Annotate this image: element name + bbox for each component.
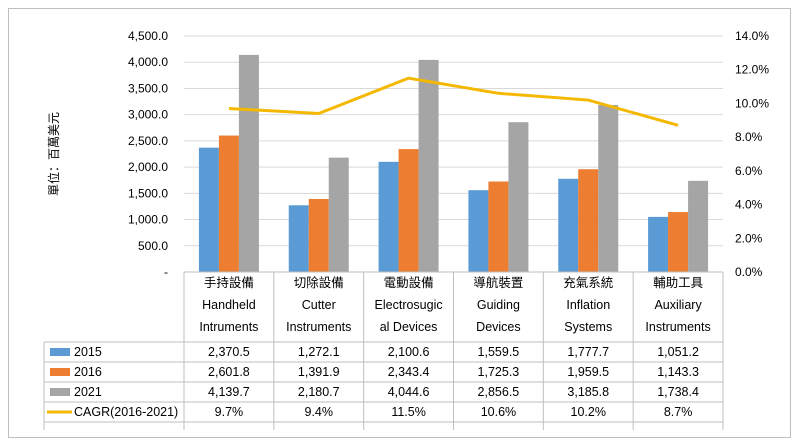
y2-tick-label: 6.0%: [735, 164, 763, 178]
data-label: 2,100.6: [388, 345, 430, 359]
y-tick-label: 1,000.0: [128, 213, 168, 227]
data-label: 2,343.4: [388, 365, 430, 379]
bar-2016: [308, 199, 329, 272]
legend-label: CAGR(2016-2021): [74, 405, 178, 419]
category-label: 導航裝置: [473, 275, 523, 290]
bar-2021: [688, 180, 709, 272]
bar-2015: [378, 161, 399, 272]
category-label: 充氣系統: [563, 275, 613, 290]
data-label: 1,777.7: [567, 345, 609, 359]
bar-2015: [198, 147, 219, 272]
y2-tick-label: 10.0%: [735, 96, 769, 110]
y2-tick-label: 14.0%: [735, 29, 769, 43]
data-label: 11.5%: [391, 405, 426, 419]
bar-2015: [558, 178, 579, 272]
bar-2016: [488, 181, 509, 272]
data-label: 1,272.1: [298, 345, 340, 359]
y-tick-label: 4,500.0: [128, 29, 168, 43]
bar-2016: [218, 135, 239, 272]
bar-2016: [398, 149, 419, 272]
bar-2015: [468, 190, 489, 272]
bar-2016: [578, 169, 599, 272]
bar-2021: [328, 157, 349, 272]
legend-swatch-2021: [50, 388, 70, 396]
category-label: Auxiliary: [654, 298, 702, 312]
y-tick-label: 3,500.0: [128, 81, 168, 95]
category-label: Systems: [564, 320, 612, 334]
data-label: 2,856.5: [478, 385, 520, 399]
data-label: 1,725.3: [478, 365, 520, 379]
data-label: 4,044.6: [388, 385, 430, 399]
data-label: 2,370.5: [208, 345, 250, 359]
bar-2021: [238, 54, 259, 272]
y2-tick-label: 12.0%: [735, 63, 769, 77]
category-label: 手持設備: [204, 275, 254, 290]
y2-tick-label: 0.0%: [735, 265, 763, 279]
bar-2021: [508, 122, 529, 272]
y-tick-label: 4,000.0: [128, 55, 168, 69]
data-label: 3,185.8: [567, 385, 609, 399]
legend-label: 2015: [74, 345, 102, 359]
data-label: 1,051.2: [657, 345, 699, 359]
data-label: 9.4%: [305, 405, 334, 419]
y2-tick-label: 4.0%: [735, 198, 763, 212]
data-label: 9.7%: [215, 405, 244, 419]
y2-tick-label: 2.0%: [735, 231, 763, 245]
line-cagr-2016-2021-: [228, 76, 679, 127]
data-label: 1,738.4: [657, 385, 699, 399]
y-tick-label: 2,500.0: [128, 134, 168, 148]
data-label: 10.2%: [571, 405, 606, 419]
bar-2021: [418, 59, 439, 272]
legend-label: 2021: [74, 385, 102, 399]
data-label: 2,180.7: [298, 385, 340, 399]
bar-2016: [668, 212, 689, 272]
data-label: 8.7%: [664, 405, 693, 419]
y-tick-label: 3,000.0: [128, 108, 168, 122]
y-tick-label: 2,000.0: [128, 160, 168, 174]
data-label: 2,601.8: [208, 365, 250, 379]
bar-2015: [648, 216, 669, 272]
data-label: 1,959.5: [567, 365, 609, 379]
category-label: Handheld: [202, 298, 256, 312]
category-label: Intruments: [199, 320, 258, 334]
data-label: 1,143.3: [657, 365, 699, 379]
y2-tick-label: 8.0%: [735, 130, 763, 144]
category-label: Instruments: [645, 320, 710, 334]
bar-2021: [598, 104, 619, 272]
category-label: Cutter: [302, 298, 336, 312]
category-label: al Devices: [380, 320, 438, 334]
legend-swatch-2016: [50, 368, 70, 376]
y-tick-label: -: [164, 265, 168, 279]
y-tick-label: 500.0: [138, 239, 168, 253]
legend-swatch-2015: [50, 348, 70, 356]
category-label: Electrosugic: [375, 298, 443, 312]
category-label: 輔助工具: [653, 276, 704, 290]
category-label: Devices: [476, 320, 520, 334]
data-label: 1,559.5: [478, 345, 520, 359]
legend-label: 2016: [74, 365, 102, 379]
category-label: 切除設備: [294, 275, 344, 290]
data-label: 10.6%: [481, 405, 516, 419]
category-label: Instruments: [286, 320, 351, 334]
data-label: 1,391.9: [298, 365, 340, 379]
data-label: 4,139.7: [208, 385, 250, 399]
category-label: 電動設備: [384, 275, 434, 290]
y-tick-label: 1,500.0: [128, 186, 168, 200]
y-axis-label: 單位：百萬美元: [46, 112, 61, 196]
category-label: Inflation: [566, 298, 610, 312]
category-label: Guiding: [477, 298, 520, 312]
bar-2015: [288, 205, 309, 272]
